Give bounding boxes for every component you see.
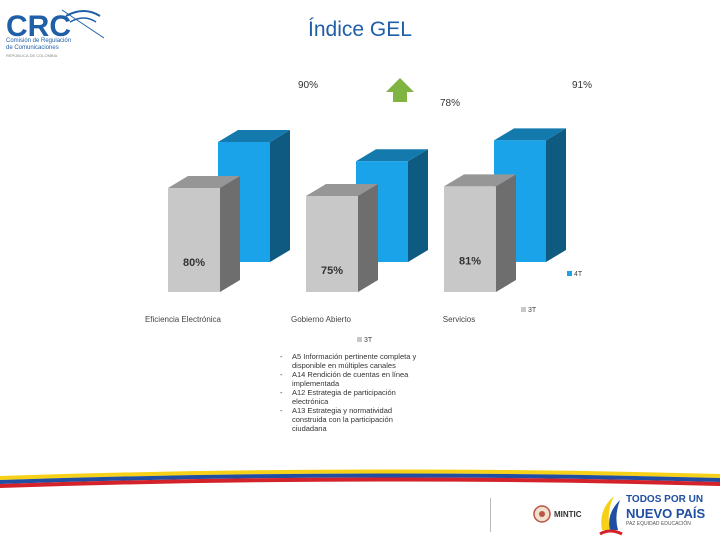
bar-4t-top bbox=[218, 130, 290, 142]
crc-logo-text: CRC bbox=[6, 10, 71, 43]
bar-3t bbox=[306, 196, 358, 292]
todos-line1: TODOS POR UN bbox=[626, 494, 704, 505]
crc-logo: CRC Comisión de Regulación de Comunicaci… bbox=[4, 4, 154, 66]
category-label: Servicios bbox=[443, 315, 475, 324]
mintic-logo: MINTIC bbox=[490, 488, 590, 540]
bar-3t-side bbox=[220, 176, 240, 292]
colombia-shield-icon bbox=[533, 505, 551, 523]
bar-4t-top bbox=[356, 149, 428, 162]
todos-por-un-nuevo-pais-logo: TODOS POR UN NUEVO PAÍS PAZ EQUIDAD EDUC… bbox=[596, 488, 718, 540]
data-label-4t: 90% bbox=[298, 80, 318, 91]
crc-logo-sub2: de Comunicaciones bbox=[6, 45, 59, 51]
data-label-3t: 80% bbox=[183, 257, 205, 269]
category-label: Gobierno Abierto bbox=[291, 315, 352, 324]
todos-line2: NUEVO PAÍS bbox=[626, 506, 706, 521]
trend-up-arrow-icon bbox=[386, 78, 414, 102]
note-item: A14 Rendición de cuentas en línea implem… bbox=[280, 370, 420, 388]
note-item: A13 Estrategia y normatividad construida… bbox=[280, 406, 420, 433]
bar-4t-top bbox=[494, 128, 566, 141]
legend-label: 3T bbox=[364, 337, 373, 344]
data-label-4t: 78% bbox=[440, 98, 460, 109]
note-item: A12 Estrategia de participación electrón… bbox=[280, 388, 420, 406]
category-label: Eficiencia Electrónica bbox=[145, 315, 222, 324]
data-label-3t: 75% bbox=[321, 265, 343, 277]
page-title: Índice GEL bbox=[308, 18, 412, 41]
bar-3t-side bbox=[358, 184, 378, 292]
legend-label: 4T bbox=[574, 271, 583, 278]
data-label-3t: 81% bbox=[459, 255, 481, 267]
note-item: A5 Información pertinente completa y dis… bbox=[280, 352, 420, 370]
data-label-4t: 91% bbox=[572, 80, 592, 91]
bar-4t-side bbox=[270, 130, 290, 262]
crc-logo-sub3: REPÚBLICA DE COLOMBIA bbox=[6, 53, 58, 58]
bar-4t-side bbox=[408, 149, 428, 262]
crc-logo-graphic: CRC bbox=[6, 9, 105, 43]
bar-3t-top bbox=[444, 174, 516, 187]
bar-3t-top bbox=[306, 184, 378, 196]
bar-3t-top bbox=[168, 176, 240, 188]
bar-chart: 90% 78% 91% 80% 75% 81% Eficiencia Electrónica… bbox=[145, 78, 592, 344]
todos-line3: PAZ EQUIDAD EDUCACIÓN bbox=[626, 521, 691, 527]
legend-label: 3T bbox=[528, 307, 537, 314]
crc-logo-sub1: Comisión de Regulación bbox=[6, 38, 72, 44]
legend-swatch bbox=[521, 307, 526, 312]
mintic-text: MINTIC bbox=[554, 510, 582, 519]
bar-3t bbox=[444, 186, 496, 292]
notes-list: A5 Información pertinente completa y dis… bbox=[280, 352, 420, 433]
nuevo-pais-swoosh-icon bbox=[599, 496, 623, 536]
bar-3t-side bbox=[496, 174, 516, 292]
legend-swatch bbox=[567, 271, 572, 276]
legend-swatch bbox=[357, 337, 362, 342]
bar-3t bbox=[168, 188, 220, 292]
colombia-flag-band bbox=[0, 469, 720, 488]
bar-4t-side bbox=[546, 128, 566, 262]
